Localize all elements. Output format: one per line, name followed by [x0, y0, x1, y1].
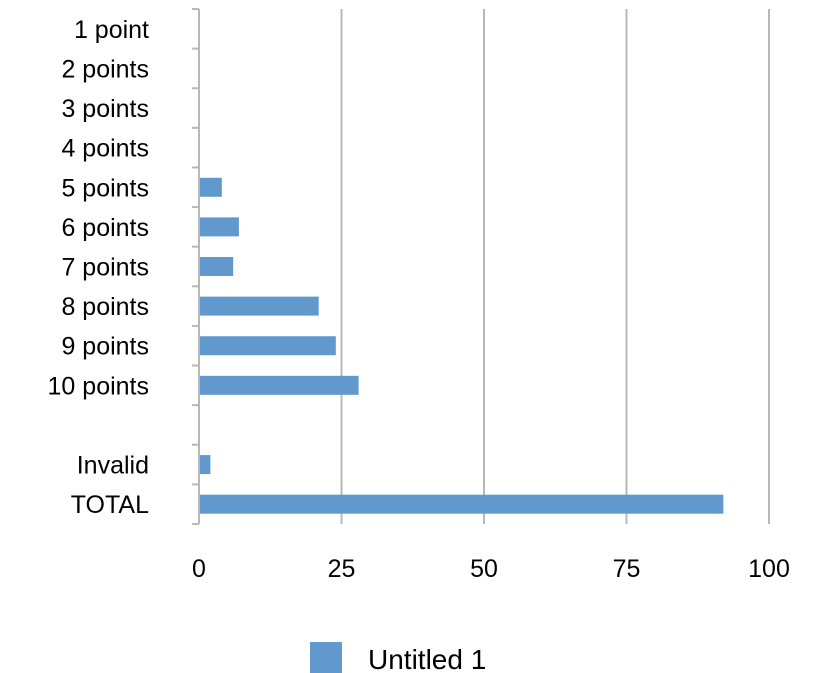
legend: Untitled 1 — [310, 642, 486, 673]
x-tick-label: 50 — [470, 555, 498, 583]
x-tick-labels: 0 25 50 75 100 — [192, 555, 790, 583]
category-label: 7 points — [61, 254, 149, 282]
category-label: 3 points — [61, 95, 149, 123]
x-tick-label: 25 — [328, 555, 356, 583]
category-label: TOTAL — [71, 491, 149, 519]
bar — [200, 375, 359, 395]
x-tick-label: 100 — [748, 555, 790, 583]
bar — [200, 177, 222, 197]
gridlines — [340, 9, 770, 524]
bar — [200, 455, 211, 475]
legend-swatch — [310, 642, 342, 673]
x-tick-label: 0 — [192, 555, 206, 583]
bar — [200, 296, 319, 316]
bar — [200, 217, 239, 237]
bar — [200, 257, 234, 276]
category-label: Invalid — [77, 452, 149, 480]
category-label: 9 points — [61, 333, 149, 361]
x-tick-label: 75 — [613, 555, 641, 583]
bar — [200, 494, 724, 514]
category-label: 1 point — [74, 16, 149, 44]
category-label: 4 points — [61, 135, 149, 163]
category-label: 10 points — [48, 372, 149, 400]
bar — [200, 336, 336, 356]
y-axis — [192, 8, 200, 525]
category-label: 5 points — [61, 174, 149, 202]
category-labels: 1 point 2 points 3 points 4 points 5 points 6… — [48, 16, 150, 519]
category-label: 6 points — [61, 214, 149, 242]
category-label: 8 points — [61, 293, 149, 321]
category-label: 2 points — [61, 55, 149, 83]
legend-label: Untitled 1 — [368, 644, 486, 673]
bars — [200, 177, 724, 514]
